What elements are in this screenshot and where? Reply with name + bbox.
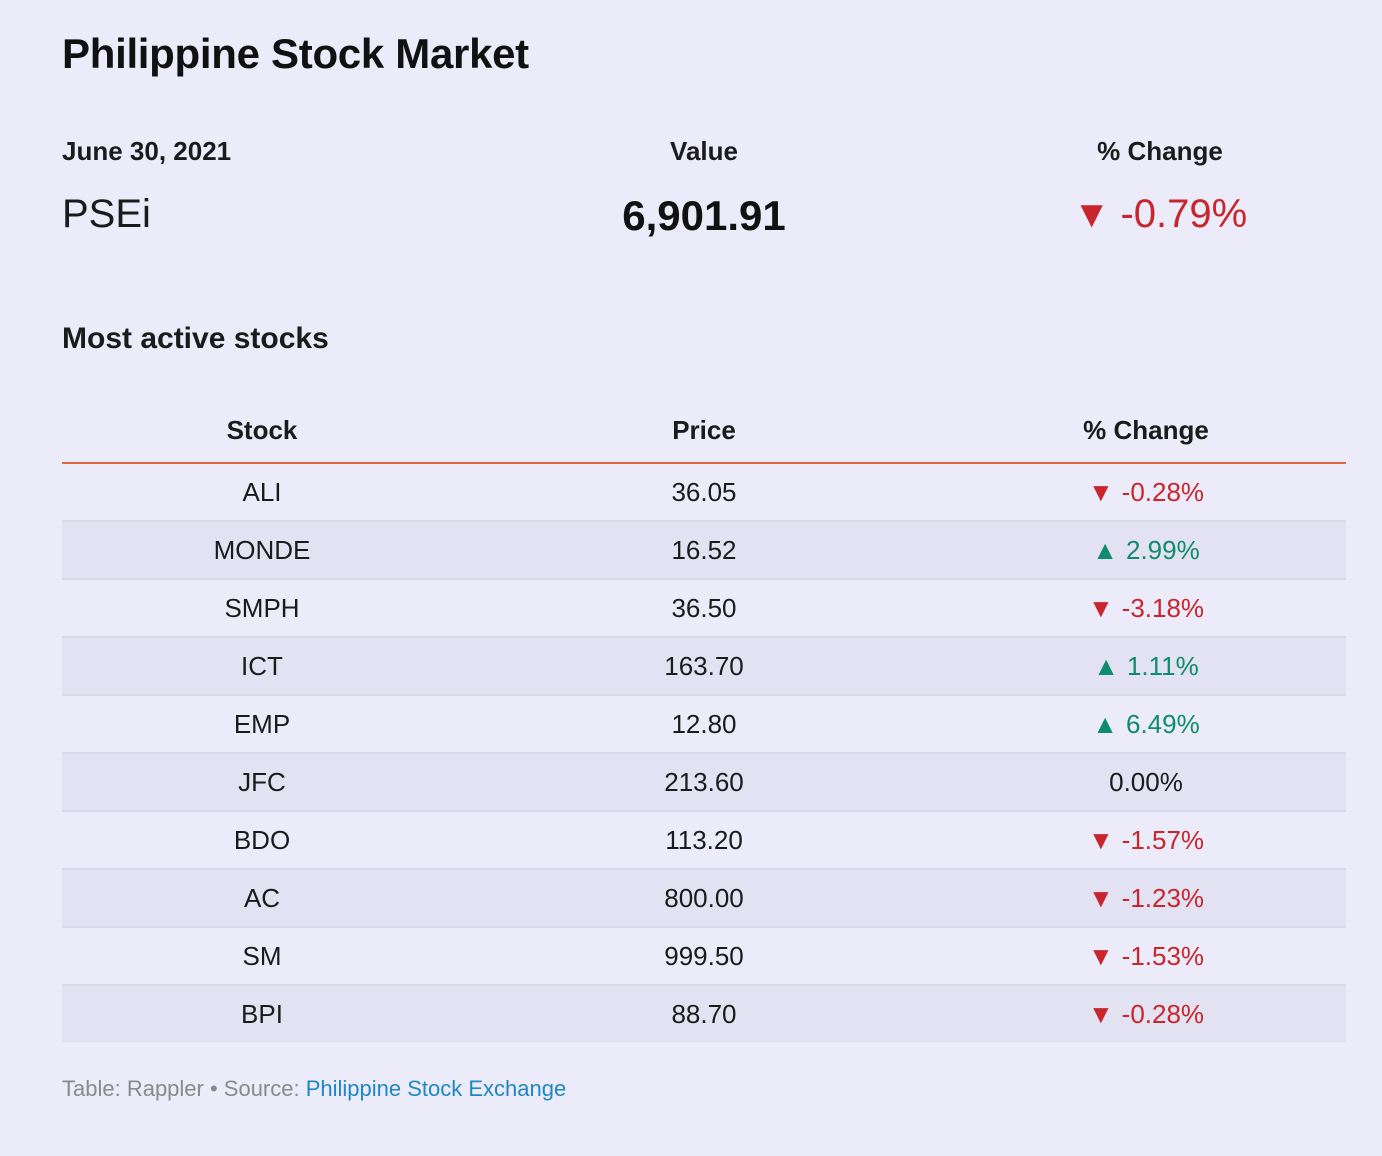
index-change-value: -0.79% xyxy=(1120,192,1248,236)
table-row: EMP 12.80 ▲ 6.49% xyxy=(62,695,1346,754)
table-row: AC 800.00 ▼ -1.23% xyxy=(62,869,1346,928)
triangle-down-icon: ▼ xyxy=(1087,476,1114,507)
table-body: ALI 36.05 ▼ -0.28% MONDE 16.52 ▲ 2.99% SMPH 36.50… xyxy=(62,463,1346,1042)
stock-change-value: 2.99% xyxy=(1126,534,1200,565)
summary-value-header: Value xyxy=(670,136,738,166)
stock-change-value: 6.49% xyxy=(1126,708,1200,739)
index-change: ▼ -0.79% xyxy=(960,192,1360,237)
stock-symbol: ALI xyxy=(62,463,462,522)
triangle-down-icon: ▼ xyxy=(1087,940,1114,971)
stock-change: ▼ -0.28% xyxy=(946,985,1346,1042)
stock-change: ▲ 1.11% xyxy=(946,637,1346,696)
summary-change-header: % Change xyxy=(1097,136,1223,166)
table-row: MONDE 16.52 ▲ 2.99% xyxy=(62,521,1346,580)
table-row: BPI 88.70 ▼ -0.28% xyxy=(62,985,1346,1042)
stock-change: ▼ -3.18% xyxy=(946,579,1346,638)
triangle-up-icon: ▲ xyxy=(1093,650,1119,681)
page-title: Philippine Stock Market xyxy=(62,30,529,77)
stock-change-value: -1.57% xyxy=(1121,824,1205,855)
triangle-up-icon: ▲ xyxy=(1092,534,1118,565)
table-row: SM 999.50 ▼ -1.53% xyxy=(62,927,1346,986)
stock-price: 88.70 xyxy=(462,985,946,1042)
stock-change: ▼ -0.28% xyxy=(946,463,1346,522)
stock-symbol: MONDE xyxy=(62,521,462,580)
stock-symbol: AC xyxy=(62,869,462,928)
triangle-down-icon: ▼ xyxy=(1087,824,1114,855)
stock-symbol: JFC xyxy=(62,753,462,812)
table-header-row: Stock Price % Change xyxy=(62,398,1346,464)
stock-change-value: -0.28% xyxy=(1121,476,1205,507)
stock-price: 999.50 xyxy=(462,927,946,986)
stock-symbol: BDO xyxy=(62,811,462,870)
stock-symbol: ICT xyxy=(62,637,462,696)
stock-symbol: SM xyxy=(62,927,462,986)
summary-date: June 30, 2021 xyxy=(62,136,232,166)
table-row: JFC 213.60 0.00% xyxy=(62,753,1346,812)
stock-change-value: 0.00% xyxy=(1109,766,1183,797)
column-header-stock: Stock xyxy=(62,398,462,464)
index-value: 6,901.91 xyxy=(622,192,786,239)
stock-change: 0.00% xyxy=(946,753,1346,812)
footer-prefix: Table: Rappler • Source: xyxy=(62,1076,306,1101)
stock-change-value: -0.28% xyxy=(1121,998,1205,1029)
stock-change-value: -1.23% xyxy=(1121,882,1205,913)
stock-symbol: SMPH xyxy=(62,579,462,638)
table-row: ICT 163.70 ▲ 1.11% xyxy=(62,637,1346,696)
section-title: Most active stocks xyxy=(62,322,329,355)
triangle-down-icon: ▼ xyxy=(1072,194,1111,236)
table-row: ALI 36.05 ▼ -0.28% xyxy=(62,463,1346,522)
stock-change-value: 1.11% xyxy=(1126,650,1199,681)
stock-change: ▼ -1.57% xyxy=(946,811,1346,870)
most-active-table: Stock Price % Change ALI 36.05 ▼ -0.28% MOND… xyxy=(62,398,1346,1042)
stock-price: 36.50 xyxy=(462,579,946,638)
stock-price: 113.20 xyxy=(462,811,946,870)
stock-symbol: BPI xyxy=(62,985,462,1042)
triangle-down-icon: ▼ xyxy=(1087,998,1114,1029)
table-row: BDO 113.20 ▼ -1.57% xyxy=(62,811,1346,870)
stock-price: 16.52 xyxy=(462,521,946,580)
stock-change-value: -1.53% xyxy=(1121,940,1205,971)
index-name: PSEi xyxy=(62,192,151,236)
source-link[interactable]: Philippine Stock Exchange xyxy=(305,1076,567,1101)
column-header-price: Price xyxy=(462,398,946,464)
stock-price: 163.70 xyxy=(462,637,946,696)
stock-change: ▼ -1.23% xyxy=(946,869,1346,928)
stock-price: 800.00 xyxy=(462,869,946,928)
stock-price: 12.80 xyxy=(462,695,946,754)
stock-price: 213.60 xyxy=(462,753,946,812)
triangle-up-icon: ▲ xyxy=(1092,708,1118,739)
stock-change: ▼ -1.53% xyxy=(946,927,1346,986)
stock-change-value: -3.18% xyxy=(1121,592,1205,623)
stock-change: ▲ 6.49% xyxy=(946,695,1346,754)
stock-change: ▲ 2.99% xyxy=(946,521,1346,580)
triangle-down-icon: ▼ xyxy=(1087,592,1114,623)
triangle-down-icon: ▼ xyxy=(1087,882,1114,913)
column-header-change: % Change xyxy=(946,398,1346,464)
footer-credit: Table: Rappler • Source: Philippine Stoc… xyxy=(62,1076,566,1102)
stock-symbol: EMP xyxy=(62,695,462,754)
stock-price: 36.05 xyxy=(462,463,946,522)
table-row: SMPH 36.50 ▼ -3.18% xyxy=(62,579,1346,638)
